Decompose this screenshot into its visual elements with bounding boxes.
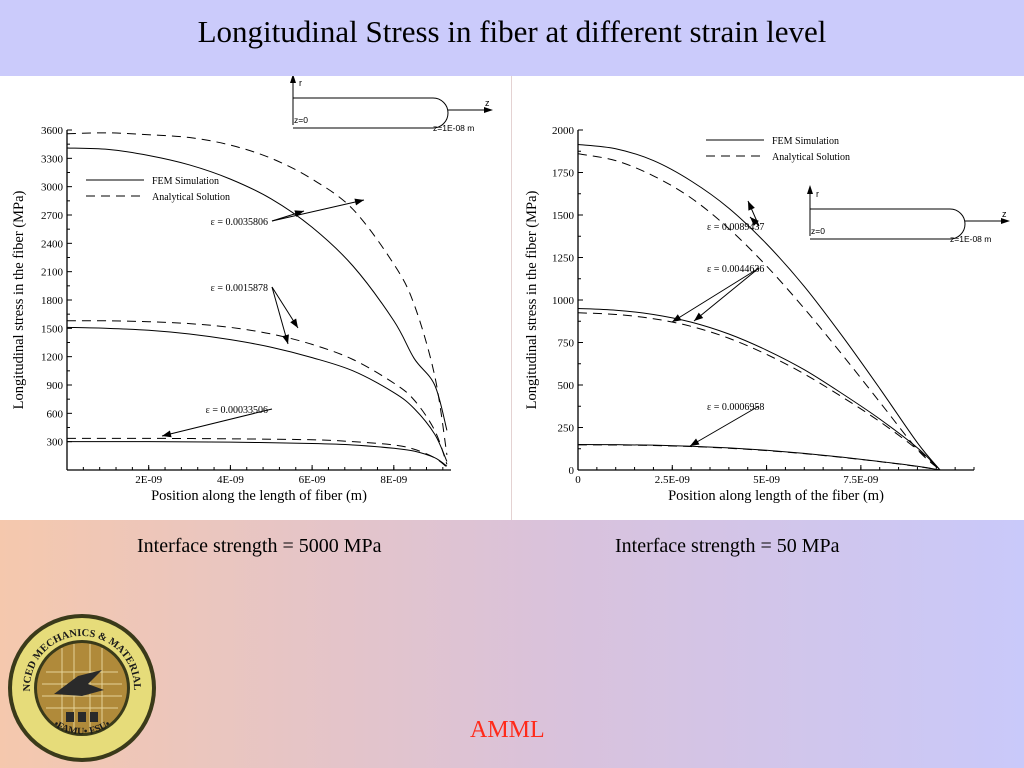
annotation-arrowhead [282, 334, 289, 344]
annotation-leader-line [271, 199, 365, 222]
analytical-series-line-3 [577, 312, 941, 471]
x-tick-label: 7.5E-09 [843, 474, 879, 486]
z-end-label: z=1E-08 m [433, 123, 474, 133]
title-bar: Longitudinal Stress in fiber at differen… [0, 0, 1024, 76]
y-tick-label: 1750 [552, 168, 575, 180]
caption-right: Interface strength = 50 MPa [615, 535, 840, 557]
annotation-arrowhead [750, 217, 759, 226]
annotation-arrowhead [354, 198, 364, 206]
y-tick-label: 1800 [41, 295, 64, 307]
legend-entry-label: Analytical Solution [772, 152, 850, 163]
analytical-series-line-1 [66, 132, 448, 455]
y-tick-label: 1200 [41, 352, 64, 364]
y-tick-label: 1500 [552, 210, 575, 222]
x-tick-label: 2E-09 [135, 474, 162, 486]
analytical-series-line-1 [577, 153, 941, 471]
strain-annotation-label: ε = 0.0044636 [707, 264, 764, 275]
x-tick-label: 2.5E-09 [655, 474, 691, 486]
fiber-schematic-inset: r z z=0 z=1E-08 m [807, 185, 1010, 244]
fiber-outline [293, 97, 449, 129]
annotation-arrowhead [690, 438, 700, 446]
r-axis-label: r [816, 189, 819, 199]
annotation-leader-line [271, 286, 289, 345]
y-tick-label: 1000 [552, 295, 575, 307]
x-tick-label: 5E-09 [753, 474, 780, 486]
panel-divider [511, 76, 512, 520]
annotation-arrowhead [162, 430, 172, 438]
fem-series-line-2 [577, 308, 941, 471]
chart-panel-right: 0 250 500 750 1000 1250 1500 1750 2000 0 2.5E-09 5E… [512, 76, 1024, 520]
x-tick-label: 0 [575, 474, 581, 486]
x-axis-label: Position along the length of fiber (m) [151, 488, 367, 504]
x-tick-label: 8E-09 [380, 474, 407, 486]
lab-logo: ADVANCED MECHANICS & MATERIALS LAB •FAMU… [6, 612, 156, 762]
r-axis-label: r [299, 78, 302, 88]
r-axis-arrowhead [290, 76, 296, 83]
y-tick-label: 250 [558, 423, 575, 435]
analytical-series-line-5 [66, 437, 448, 468]
y-tick-label: 3000 [41, 182, 64, 194]
y-tick-label: 2400 [41, 238, 64, 250]
y-tick-label: 600 [47, 408, 64, 420]
fem-series-line-4 [577, 444, 941, 471]
z-end-label: z=1E-08 m [950, 234, 991, 244]
y-tick-label: 3600 [41, 125, 64, 137]
y-tick-label: 1500 [41, 323, 64, 335]
annotation-leader-line [693, 267, 760, 322]
z-axis-arrowhead [1001, 218, 1010, 224]
analytical-series-line-5 [577, 444, 941, 471]
annotation-arrowhead [290, 318, 298, 328]
y-tick-label: 2000 [552, 125, 575, 137]
x-tick-label: 6E-09 [299, 474, 326, 486]
y-tick-label: 1250 [552, 253, 575, 265]
caption-left: Interface strength = 5000 MPa [137, 535, 382, 557]
strain-annotation-label: ε = 0.00033506 [206, 405, 268, 416]
z-start-label: z=0 [294, 115, 308, 125]
y-tick-label: 300 [47, 437, 64, 449]
chart-left: 300 600 900 1200 1500 1800 2100 2400 2700 3000 330… [11, 76, 493, 504]
annotation-arrowhead [694, 312, 704, 321]
fem-series-line-4 [66, 441, 448, 467]
page-title: Longitudinal Stress in fiber at differen… [197, 14, 827, 49]
footer-label: AMML [470, 717, 545, 743]
y-tick-label: 900 [47, 380, 64, 392]
chart-right: 0 250 500 750 1000 1250 1500 1750 2000 0 2.5E-09 5E… [524, 125, 1010, 504]
chart-panel-left: 300 600 900 1200 1500 1800 2100 2400 2700 3000 330… [0, 76, 511, 520]
annotation-arrowhead [672, 314, 682, 322]
x-axis-label: Position along length of the fiber (m) [668, 488, 884, 504]
fem-series-line-0 [577, 143, 941, 471]
y-axis-label: Longitudinal stress in the fiber (MPa) [524, 190, 540, 409]
analytical-series-line-3 [66, 320, 448, 465]
annotation-leader-line [671, 267, 760, 323]
x-tick-label: 4E-09 [217, 474, 244, 486]
fiber-outline [810, 208, 966, 240]
z-start-label: z=0 [811, 226, 825, 236]
z-axis-arrowhead [484, 107, 493, 113]
y-tick-label: 2100 [41, 267, 64, 279]
y-tick-label: 3300 [41, 153, 64, 165]
logo-mesh [42, 644, 122, 732]
legend-entry-label: FEM Simulation [772, 136, 839, 147]
fem-series-line-2 [66, 326, 448, 462]
annotation-leader-line [689, 405, 760, 447]
y-axis-label: Longitudinal stress in the fiber (MPa) [11, 190, 27, 409]
strain-annotation-label: ε = 0.0015878 [211, 283, 268, 294]
y-tick-label: 750 [558, 338, 575, 350]
annotation-leader-line [161, 408, 273, 437]
y-tick-label: 0 [569, 465, 575, 477]
r-axis-arrowhead [807, 185, 813, 194]
strain-annotation-label: ε = 0.0089437 [707, 222, 764, 233]
z-axis-label: z [485, 98, 490, 108]
strain-annotation-label: ε = 0.0006958 [707, 402, 764, 413]
z-axis-label: z [1002, 209, 1007, 219]
y-tick-label: 500 [558, 380, 575, 392]
y-tick-label: 2700 [41, 210, 64, 222]
fiber-schematic-inset: r z z=0 z=1E-08 m [290, 76, 493, 133]
logo-jet-icon [54, 670, 104, 696]
legend-entry-label: FEM Simulation [152, 176, 219, 187]
legend-entry-label: Analytical Solution [152, 192, 230, 203]
annotation-arrowhead [748, 201, 755, 211]
strain-annotation-label: ε = 0.0035806 [211, 217, 268, 228]
